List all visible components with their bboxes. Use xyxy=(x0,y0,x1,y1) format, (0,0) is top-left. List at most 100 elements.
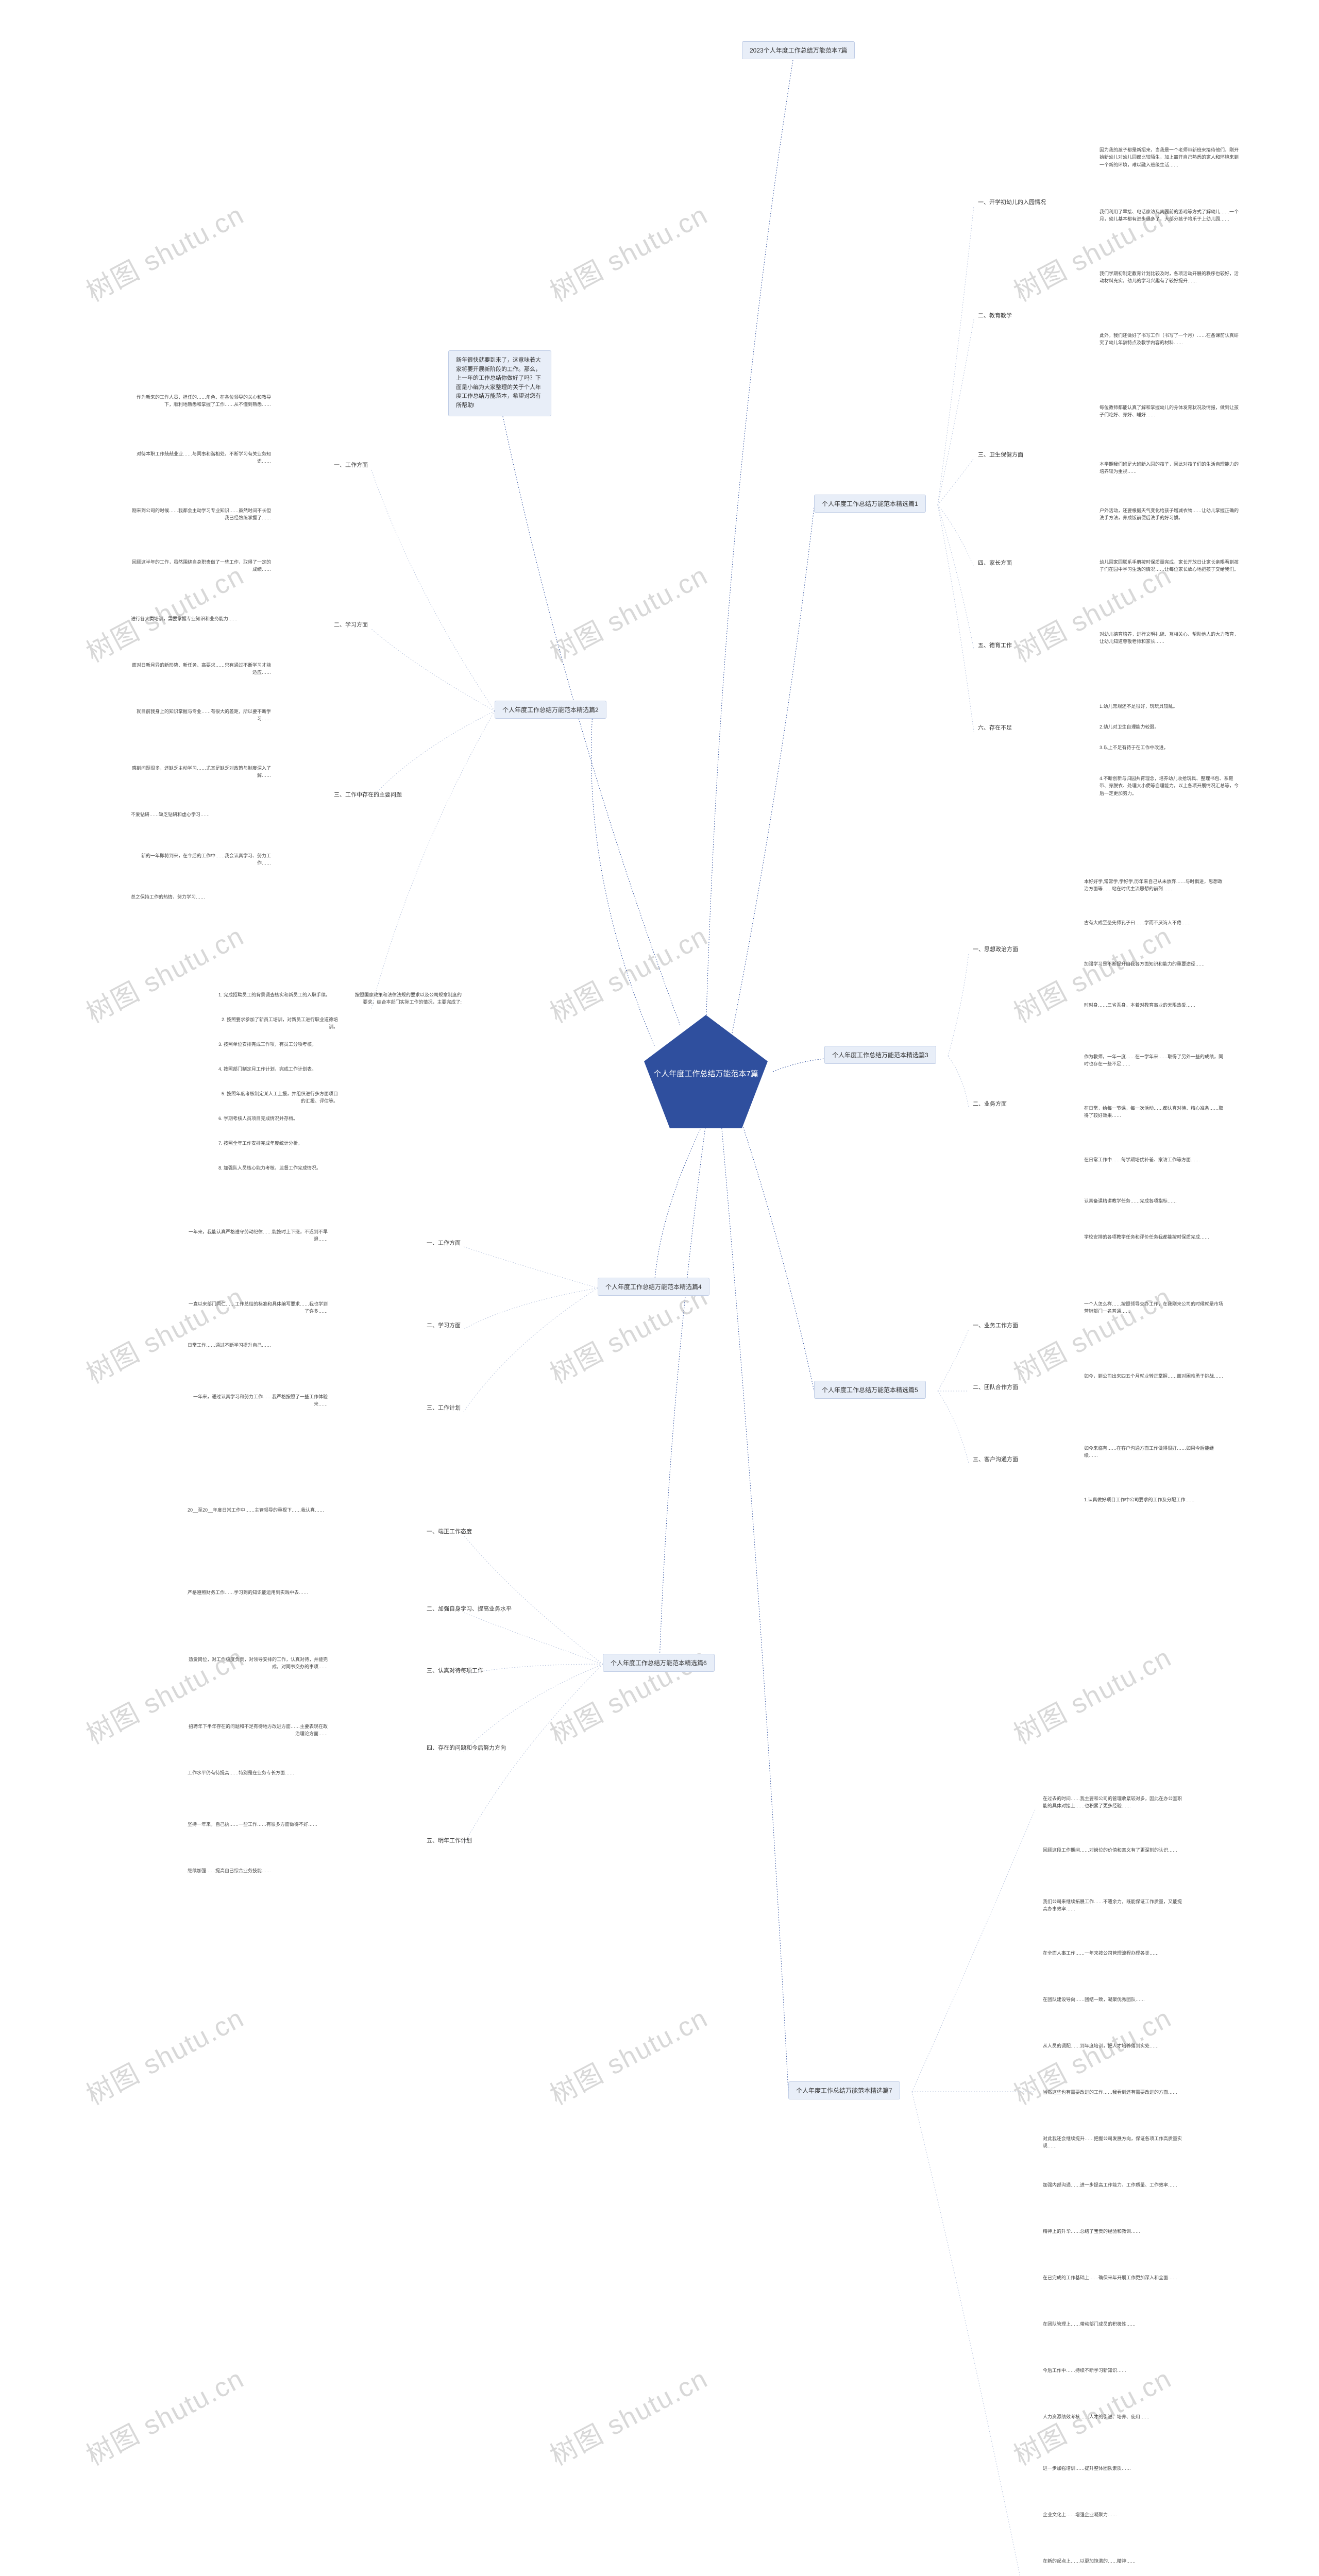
list-item: 6. 学期考核人员项目完成情况并存档。 xyxy=(216,1113,300,1124)
watermark: 树图 shutu.cn xyxy=(78,1275,250,1391)
sub-label[interactable]: 一、业务工作方面 xyxy=(969,1319,1022,1331)
branch-b6[interactable]: 个人年度工作总结万能范本精选篇6 xyxy=(603,1654,715,1672)
leaf-text: 户外活动，还要根据天气变化给孩子增减衣物……让幼儿掌握正确的洗手方法，养成饭前便… xyxy=(1097,505,1242,524)
list-item: 1. 完成招聘员工的背景调查核实和新员工的入职手续。 xyxy=(216,989,332,1001)
watermark: 树图 shutu.cn xyxy=(1006,914,1177,1030)
leaf-text: 当然这些也有需要改进的工作……我看到还有需要改进的方面…… xyxy=(1041,2087,1179,2098)
leaf-text: 加强学习是不断提升自我各方面知识和能力的重要途径…… xyxy=(1082,958,1207,970)
sub-label[interactable]: 三、工作中存在的主要问题 xyxy=(330,788,406,801)
branch-b5[interactable]: 个人年度工作总结万能范本精选篇5 xyxy=(814,1381,926,1399)
leaf-text: 一直以来部门同仁……工作总结的标准和具体编写要求……我也学到了许多…… xyxy=(185,1298,330,1317)
leaf-text: 一个人怎么样……按照领导交办工作，在我刚来公司的时候就是市场营销部门一名普通…… xyxy=(1082,1298,1226,1317)
leaf-text: 因为我的孩子都是新招来，当我是一个老师带新班来接待他们，刚开始新幼儿对幼儿园都比… xyxy=(1097,144,1242,171)
leaf-text: 在团队建设导向……团结一致，凝聚优秀团队…… xyxy=(1041,1994,1147,2005)
leaf-text: 每位教师都能认真了解和掌握幼儿的身体发育状况及情报，做到让孩子们吃好、穿好、睡好… xyxy=(1097,402,1242,421)
watermark: 树图 shutu.cn xyxy=(542,1996,714,2112)
leaf-text: 古有大成至圣先师孔子曰……学而不厌诲人不倦…… xyxy=(1082,917,1193,928)
sub-label[interactable]: 一、工作方面 xyxy=(330,459,372,471)
leaf-text: 进行各大类培训，需要掌握专业知识和业务能力…… xyxy=(129,613,240,624)
sub-label[interactable]: 二、团队合作方面 xyxy=(969,1381,1022,1393)
watermark: 树图 shutu.cn xyxy=(1006,1636,1177,1751)
sub-label[interactable]: 二、学习方面 xyxy=(422,1319,465,1331)
leaf-text: 加强内部沟通……进一步提高工作能力、工作质量、工作效率…… xyxy=(1041,2179,1179,2191)
leaf-text: 2.幼儿对卫生自理能力较弱。 xyxy=(1097,721,1161,733)
list-item: 3. 按照单位安排完成工作项，有员工分项考核。 xyxy=(216,1039,318,1050)
leaf-text: 1.认真做好项目工作中公司要求的工作及分配工作…… xyxy=(1082,1494,1197,1505)
sub-label[interactable]: 二、业务方面 xyxy=(969,1097,1011,1110)
leaf-text: 本学期我们班是大班新入园的孩子，因此对孩子们的生活自理能力的培养较为重视…… xyxy=(1097,459,1242,478)
sub-label[interactable]: 二、教育教学 xyxy=(974,309,1016,321)
leaf-text: 学校安排的各项教学任务和评价任务我都能按时保质完成…… xyxy=(1082,1231,1211,1243)
leaf-text: 在全面人事工作……一年来按公司管理流程办理各类…… xyxy=(1041,1947,1161,1959)
watermark: 树图 shutu.cn xyxy=(542,193,714,309)
center-node[interactable]: 个人年度工作总结万能范本7篇 xyxy=(639,1030,773,1118)
branch-b3[interactable]: 个人年度工作总结万能范本精选篇3 xyxy=(824,1046,936,1064)
leaf-text: 人力资源绩效考核……人才的引进、培养、使用…… xyxy=(1041,2411,1152,2422)
sub-label[interactable]: 一、工作方面 xyxy=(422,1236,465,1249)
leaf-text: 感到问题很多，还缺乏主动学习……尤其是缺乏对政策与制度深入了解…… xyxy=(129,762,273,782)
sub-label[interactable]: 一、开学初幼儿的入园情况 xyxy=(974,196,1050,208)
leaf-text: 作为新来的工作人员，担任的……角色，在各位领导的关心和教导下，顺利地熟悉和掌握了… xyxy=(129,392,273,411)
leaf-text: 一年来，通过认真学习和努力工作……我严格按照了一些工作体验来…… xyxy=(185,1391,330,1410)
leaf-text: 我们学期初制定教育计划比较及时，各项活动开展的秩序也较好，活动材料充实，幼儿的学… xyxy=(1097,268,1242,287)
list-block-intro: 按照国家政策和法律法规的要求以及公司规章制度的要求，结合本部门实际工作的情况，主… xyxy=(350,989,464,1008)
branch-b1[interactable]: 个人年度工作总结万能范本精选篇1 xyxy=(814,495,926,513)
leaf-text: 热爱岗位，对工作极度负责，对领导安排的工作，认真对待，并能完成，对同事交办的事项… xyxy=(185,1654,330,1673)
leaf-text: 今后工作中……持续不断学习新知识…… xyxy=(1041,2365,1128,2376)
list-item: 8. 加强队人员核心能力考核，监督工作完成情况。 xyxy=(216,1162,323,1174)
sub-label[interactable]: 二、学习方面 xyxy=(330,618,372,631)
leaf-text: 工作水平仍有待提高……特别是在业务专长方面…… xyxy=(185,1767,296,1778)
sub-label[interactable]: 四、存在的问题和今后努力方向 xyxy=(422,1741,510,1754)
leaf-text: 日常工作……通过不断学习提升自己…… xyxy=(185,1340,273,1351)
watermark: 树图 shutu.cn xyxy=(78,193,250,309)
sub-label[interactable]: 五、德育工作 xyxy=(974,639,1016,651)
leaf-text: 4.不断创新与归园共育理念，培养幼儿收拾玩具、整理书包、系鞋带、穿脱衣、处理大小… xyxy=(1097,773,1242,799)
leaf-text: 此外，我们还做好了书写工作（书写了一个月）……在备课前认真研究了幼儿年龄特点及教… xyxy=(1097,330,1242,349)
sub-label[interactable]: 一、端正工作态度 xyxy=(422,1525,476,1537)
leaf-text: 我们公司来继续拓展工作……不遗余力，既能保证工作质量，又能提高办事效率…… xyxy=(1041,1896,1185,1915)
sub-label[interactable]: 四、家长方面 xyxy=(974,556,1016,569)
leaf-text: 从人员的调配……到年度培训，把人才培养落到实处…… xyxy=(1041,2040,1161,2052)
watermark: 树图 shutu.cn xyxy=(542,1636,714,1751)
branch-b7[interactable]: 个人年度工作总结万能范本精选篇7 xyxy=(788,2081,900,2099)
sub-label[interactable]: 五、明年工作计划 xyxy=(422,1834,476,1846)
leaf-text: 我们利用了早接、电话家访及离园前的游戏等方式了解幼儿……一个月，幼儿基本都有进步… xyxy=(1097,206,1242,225)
leaf-text: 幼儿园家园联系手册按时保质量完成，家长开放日让家长亲眼看到孩子们在园中学习生活的… xyxy=(1097,556,1242,575)
leaf-text: 新的一年即将到来，在今后的工作中……我会认真学习、努力工作…… xyxy=(129,850,273,869)
leaf-text: 在过去的时间……我主要和公司的管理收紧较对多，因此在办公室职能的具体对接上……也… xyxy=(1041,1793,1185,1812)
header-box[interactable]: 2023个人年度工作总结万能范本7篇 xyxy=(742,41,855,59)
sub-label[interactable]: 三、客户沟通方面 xyxy=(969,1453,1022,1465)
leaf-text: 刚来到公司的时候……我都会主动学习专业知识……虽然时间不长但我已经熟练掌握了…… xyxy=(129,505,273,524)
leaf-text: 20__至20__年度日常工作中……主管领导的重视下……我认真…… xyxy=(185,1504,326,1516)
watermark: 树图 shutu.cn xyxy=(78,914,250,1030)
leaf-text: 作为教师，一年一度……在一学年来……取得了另外一些的成绩，同时也存在一些不足…… xyxy=(1082,1051,1226,1070)
leaf-text: 回顾这半年的工作，虽然围绕自身职责做了一些工作，取得了一定的成绩…… xyxy=(129,556,273,575)
leaf-text: 在日常，给每一节课，每一次活动……都认真对待、精心准备……取得了较好效果…… xyxy=(1082,1103,1226,1122)
intro-text: 新年很快就要到来了，这意味着大家将要开展新阶段的工作。那么，上一年的工作总结你做… xyxy=(456,357,541,409)
leaf-text: 如今，到公司出来四五个月就业转正掌握……面对困难勇于挑战…… xyxy=(1082,1370,1225,1382)
leaf-text: 回顾这段工作期间……对岗位的价值和意义有了更深刻的认识…… xyxy=(1041,1844,1179,1856)
leaf-text: 在团队管理上……带动部门成员的积极性…… xyxy=(1041,2318,1138,2330)
sub-label[interactable]: 六、存在不足 xyxy=(974,721,1016,734)
sub-label[interactable]: 三、卫生保健方面 xyxy=(974,448,1027,461)
sub-label[interactable]: 二、加强自身学习、提高业务水平 xyxy=(422,1602,516,1615)
leaf-text: 1.幼儿常规还不是很好，玩玩具较乱。 xyxy=(1097,701,1180,712)
branch-b4[interactable]: 个人年度工作总结万能范本精选篇4 xyxy=(598,1278,709,1296)
watermark: 树图 shutu.cn xyxy=(78,2357,250,2472)
leaf-text: 如今来临有……在客户沟通方面工作做得很好……如果今后能继续…… xyxy=(1082,1443,1226,1462)
leaf-text: 继续加强……提高自己综合业务技能…… xyxy=(185,1865,273,1876)
branch-b2[interactable]: 个人年度工作总结万能范本精选篇2 xyxy=(495,701,606,719)
leaf-text: 对幼儿德育培养，进行文明礼貌、互相关心、帮助他人的大力教育，让幼儿知道尊敬老师和… xyxy=(1097,629,1242,648)
sub-label[interactable]: 一、思想政治方面 xyxy=(969,943,1022,955)
leaf-text: 时时身……三省吾身，本着对教育事业的无限热爱…… xyxy=(1082,999,1197,1011)
watermark: 树图 shutu.cn xyxy=(542,2357,714,2472)
leaf-text: 精神上的升华……总结了宝贵的经验和教训…… xyxy=(1041,2226,1142,2237)
sub-label[interactable]: 三、工作计划 xyxy=(422,1401,465,1414)
leaf-text: 对此我还会继续提升……把握公司发展方向，保证各项工作高质量实现…… xyxy=(1041,2133,1185,2152)
leaf-text: 企业文化上……增强企业凝聚力…… xyxy=(1041,2509,1119,2520)
leaf-text: 对待本职工作兢兢业业……与同事和谐相处，不断学习有关业务知识…… xyxy=(129,448,273,467)
header-text: 2023个人年度工作总结万能范本7篇 xyxy=(750,47,847,54)
sub-label[interactable]: 三、认真对待每项工作 xyxy=(422,1664,487,1676)
watermark: 树图 shutu.cn xyxy=(78,1996,250,2112)
list-item: 5. 按照年度考核制定某人工上报，并组织进行多方面项目的汇报、评估等。 xyxy=(216,1088,340,1107)
